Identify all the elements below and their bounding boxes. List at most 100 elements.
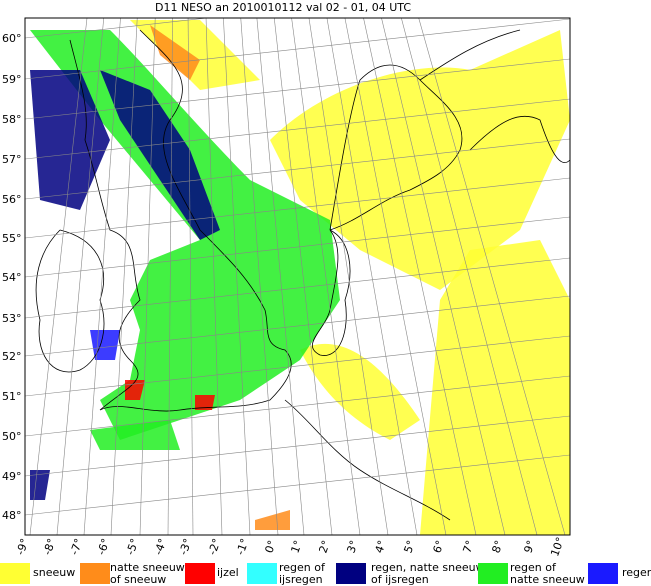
- legend-swatch: [80, 563, 110, 584]
- precipitation-area: [300, 343, 420, 440]
- longitude-line: [256, 18, 305, 535]
- longitude-line: [187, 18, 194, 535]
- latitude-line: [25, 18, 570, 80]
- lon-label: -9°: [14, 537, 32, 557]
- lon-label: -3°: [177, 537, 195, 557]
- lon-label: 6°: [430, 539, 446, 555]
- legend-swatch: [185, 563, 215, 584]
- longitude-line: [240, 18, 279, 535]
- longitude-line: [418, 18, 566, 535]
- graticule: [25, 18, 570, 535]
- latitude-line: [25, 177, 570, 239]
- legend-label: of ijsregen: [371, 573, 429, 586]
- lon-label: -6°: [95, 537, 113, 557]
- longitude-line: [29, 18, 88, 535]
- precipitation-area: [30, 30, 340, 440]
- lat-label: 51°: [2, 390, 22, 403]
- lat-label: 55°: [2, 232, 22, 245]
- lon-label: 2°: [316, 539, 332, 555]
- lat-label: 52°: [2, 350, 22, 363]
- legend-swatch: [336, 563, 366, 584]
- latitude-line: [25, 138, 570, 200]
- lon-label: -4°: [152, 537, 170, 557]
- coastlines: [35, 29, 570, 521]
- lon-label: 5°: [401, 539, 417, 555]
- longitude-line: [273, 18, 333, 535]
- legend-swatch: [247, 563, 277, 584]
- lon-label: 8°: [489, 539, 505, 555]
- legend-label: regen, natte sneeuw: [371, 561, 485, 574]
- lon-label: 4°: [372, 539, 388, 555]
- latitude-line: [25, 257, 570, 319]
- precipitation-area: [195, 395, 215, 410]
- lon-label: -7°: [68, 537, 86, 557]
- lon-label: 7°: [460, 539, 476, 555]
- legend-label: natte sneeuw: [510, 573, 585, 586]
- legend-label: regen: [622, 566, 651, 579]
- lat-label: 60°: [2, 32, 22, 45]
- latitude-line: [25, 58, 570, 120]
- longitude-line: [56, 18, 105, 535]
- legend-swatch: [588, 563, 618, 584]
- longitude-line: [223, 18, 251, 535]
- legend-label: natte sneeuw: [110, 561, 185, 574]
- longitude-line: [291, 18, 361, 535]
- lon-label: 3°: [344, 539, 360, 555]
- lat-label: 57°: [2, 153, 22, 166]
- legend-label: ijsregen: [279, 573, 323, 586]
- latitude-line: [25, 415, 570, 477]
- longitude-line: [344, 18, 447, 535]
- lon-label: -8°: [41, 537, 59, 557]
- precipitation-area: [150, 25, 200, 80]
- precipitation-area: [255, 510, 290, 530]
- latitude-line: [25, 216, 570, 278]
- precipitation-area: [420, 240, 570, 535]
- lat-label: 53°: [2, 312, 22, 325]
- legend-label: of sneeuw: [110, 573, 166, 586]
- latitude-line: [25, 375, 570, 437]
- lon-label: -2°: [206, 537, 224, 557]
- lon-label: -1°: [234, 537, 252, 557]
- longitude-line: [167, 18, 173, 535]
- longitude-line: [139, 18, 156, 535]
- latitude-line: [25, 18, 211, 39]
- map-title: D11 NESO an 2010010112 val 02 - 01, 04 U…: [155, 1, 411, 14]
- lon-label: 1°: [288, 539, 304, 555]
- legend-label: regen of: [510, 561, 557, 574]
- latitude-line: [25, 98, 570, 160]
- legend-swatch: [0, 563, 30, 584]
- lat-label: 50°: [2, 430, 22, 443]
- legend-label: regen of: [279, 561, 326, 574]
- longitude-line: [363, 18, 477, 535]
- latitude-line: [25, 335, 570, 397]
- lon-label: 0°: [262, 539, 278, 555]
- precipitation-area: [30, 470, 50, 500]
- longitude-line: [83, 18, 121, 535]
- longitude-line: [401, 18, 538, 535]
- precipitation-area: [90, 420, 180, 450]
- lat-label: 58°: [2, 113, 22, 126]
- lon-label: 10°: [548, 535, 567, 558]
- longitude-line: [308, 18, 389, 535]
- longitude-line: [326, 18, 418, 535]
- legend-label: sneeuw: [33, 566, 75, 579]
- map-frame: [24, 17, 571, 536]
- lat-label: 49°: [2, 470, 22, 483]
- latitude-line: [25, 295, 570, 357]
- longitude-line: [110, 18, 138, 535]
- lat-label: 59°: [2, 73, 22, 86]
- latitude-line: [25, 454, 570, 516]
- precipitation-area: [125, 380, 145, 400]
- lat-label: 48°: [2, 509, 22, 522]
- lon-label: 9°: [521, 539, 537, 555]
- precipitation-area: [30, 70, 110, 210]
- legend-swatch: [478, 563, 508, 584]
- longitude-line: [381, 18, 506, 535]
- precipitation-area: [90, 330, 120, 360]
- legend-label: ijzel: [217, 566, 239, 579]
- lon-label: -5°: [124, 537, 142, 557]
- lat-label: 56°: [2, 193, 22, 206]
- longitude-line: [205, 18, 223, 535]
